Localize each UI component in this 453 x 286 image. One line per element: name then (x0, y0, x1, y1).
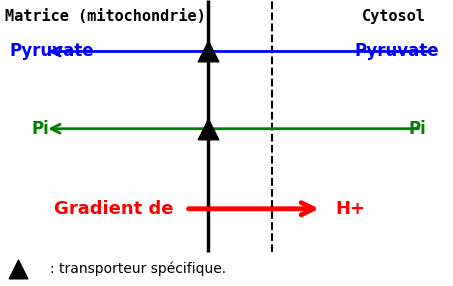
Text: H+: H+ (335, 200, 365, 218)
Text: Matrice (mitochondrie): Matrice (mitochondrie) (5, 9, 205, 23)
Text: Cytosol: Cytosol (362, 9, 426, 23)
Point (14, 267, 22, 271)
Text: Pi: Pi (408, 120, 426, 138)
Text: : transporteur spécifique.: : transporteur spécifique. (50, 262, 226, 276)
Text: Pyruvate: Pyruvate (9, 43, 94, 60)
Point (205, 126, 212, 131)
Text: Pyruvate: Pyruvate (355, 43, 439, 60)
Text: Gradient de: Gradient de (54, 200, 174, 218)
Text: Pi: Pi (32, 120, 49, 138)
Point (205, 49, 212, 54)
